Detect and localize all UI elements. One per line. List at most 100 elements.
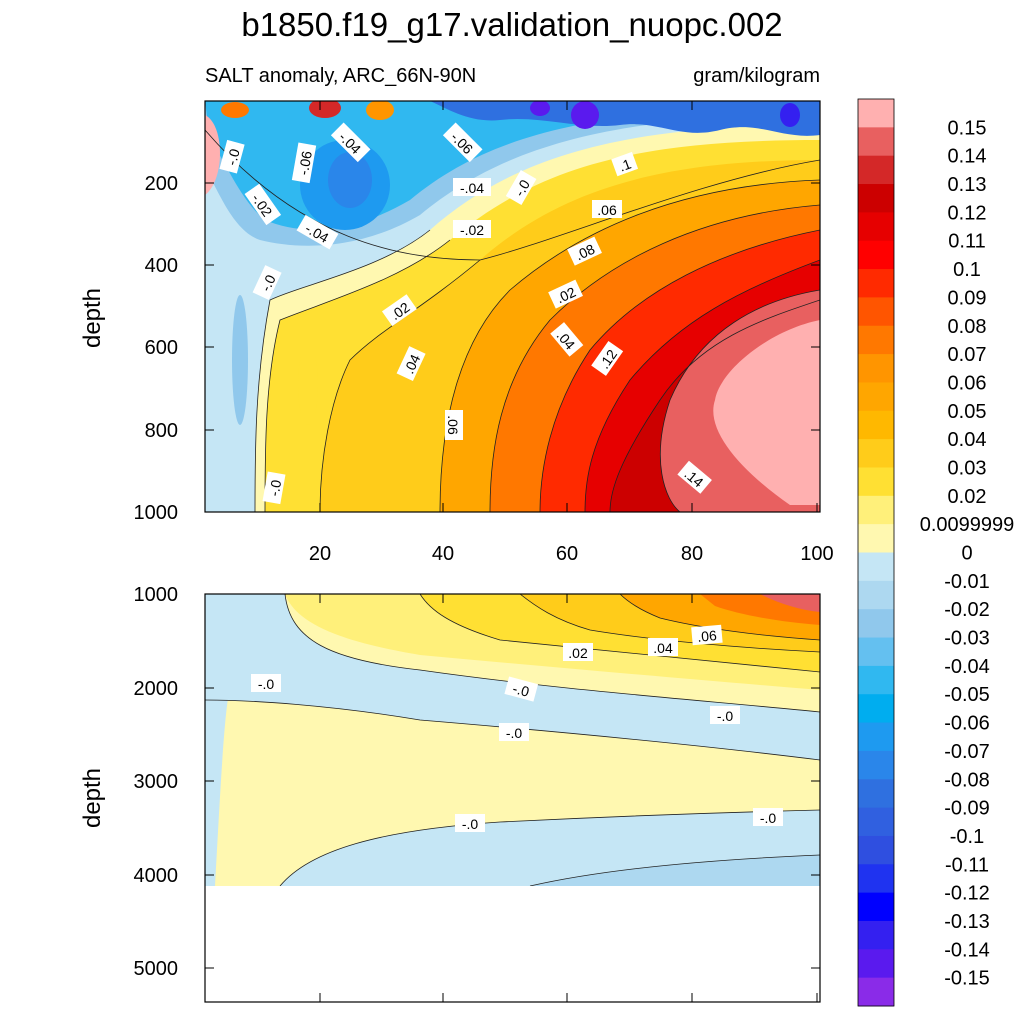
colorbar-label: 0.03 bbox=[948, 457, 987, 479]
contour-lower-6 bbox=[519, 594, 820, 653]
colorbar-label: -0.07 bbox=[944, 741, 990, 763]
contour-label: -.0 bbox=[710, 706, 740, 724]
colorbar-label: -0.08 bbox=[944, 769, 990, 791]
contour-label: .08 bbox=[567, 236, 602, 266]
upper-x-axis bbox=[319, 101, 818, 512]
svg-text:.06: .06 bbox=[445, 415, 461, 435]
colorbar-label: -0.05 bbox=[944, 684, 990, 706]
svg-text:.02: .02 bbox=[554, 284, 579, 307]
lower-contour-labels: .06 .04 .02 -.0 -.0 -.0 -.0 -.0 -.0 bbox=[251, 624, 783, 832]
contour-label: -.0 bbox=[499, 723, 529, 741]
contour-label: -.0 bbox=[505, 170, 537, 205]
contour-upper-2 bbox=[319, 259, 481, 512]
lower-y-label-5000: 5000 bbox=[134, 958, 179, 980]
svg-text:.1: .1 bbox=[617, 155, 634, 174]
colorbar-label: 0.12 bbox=[948, 202, 987, 224]
colorbar-swatch bbox=[858, 467, 894, 497]
contour-upper-7 bbox=[609, 299, 820, 512]
upper-surface-warm-1 bbox=[309, 101, 341, 118]
upper-left-wall-max bbox=[205, 115, 220, 195]
contour-lower-7 bbox=[619, 594, 820, 641]
upper-yellow-lens bbox=[298, 345, 318, 425]
contour-label: .04 bbox=[648, 638, 678, 656]
upper-blob-neg0.07 bbox=[328, 152, 372, 208]
contour-label: -.04 bbox=[453, 178, 491, 196]
colorbar: 0.15 0.14 0.13 0.12 0.11 0.1 0.09 0.08 0.07 0.06 0… bbox=[857, 98, 1015, 1007]
contour-lower-5 bbox=[419, 594, 820, 673]
colorbar-swatch bbox=[858, 864, 894, 894]
contour-label: -.0 bbox=[455, 814, 485, 832]
chart-subtitle-right: gram/kilogram bbox=[693, 65, 820, 87]
contour-lower-4 bbox=[529, 854, 820, 886]
svg-text:.02: .02 bbox=[568, 645, 588, 661]
contour-upper-8 bbox=[659, 289, 820, 512]
svg-text:-.04: -.04 bbox=[460, 180, 484, 196]
contour-label: .1 bbox=[611, 151, 639, 177]
upper-y-axis bbox=[205, 182, 820, 431]
upper-surface-violet-3 bbox=[780, 103, 800, 127]
colorbar-label: -0.04 bbox=[944, 656, 990, 678]
colorbar-swatch bbox=[858, 949, 894, 979]
contour-upper-4 bbox=[489, 204, 820, 512]
upper-y-label-400: 400 bbox=[145, 255, 178, 277]
colorbar-swatch bbox=[858, 495, 894, 525]
colorbar-label: 0.06 bbox=[948, 372, 987, 394]
lower-y-axis-title: depth bbox=[79, 768, 106, 828]
contour-upper-5 bbox=[539, 229, 820, 512]
contour-label: -.06 bbox=[291, 142, 317, 184]
upper-surface-violet-2 bbox=[530, 101, 550, 116]
contour-label: -.0 bbox=[262, 471, 286, 505]
chart-subtitle-left: SALT anomaly, ARC_66N-90N bbox=[205, 65, 476, 87]
lower-x-axis bbox=[319, 594, 818, 1002]
colorbar-swatch bbox=[858, 439, 894, 468]
svg-text:-.0: -.0 bbox=[717, 708, 734, 724]
colorbar-label: 0.14 bbox=[948, 146, 987, 168]
svg-text:-.0: -.0 bbox=[266, 478, 285, 497]
colorbar-swatch bbox=[858, 637, 894, 667]
lower-contour-lines bbox=[205, 594, 820, 886]
colorbar-swatch bbox=[858, 240, 894, 270]
colorbar-label: 0 bbox=[961, 543, 972, 565]
colorbar-swatch bbox=[858, 609, 894, 639]
lower-y-axis bbox=[205, 687, 820, 969]
svg-text:-.0: -.0 bbox=[257, 272, 278, 294]
colorbar-swatch bbox=[858, 722, 894, 752]
colorbar-swatch bbox=[858, 665, 894, 695]
colorbar-swatch bbox=[858, 410, 894, 440]
colorbar-label: 0.0099999 bbox=[920, 514, 1015, 536]
upper-surface-warm-3 bbox=[221, 102, 249, 118]
colorbar-swatch bbox=[858, 184, 894, 213]
colorbar-swatch bbox=[858, 920, 894, 950]
colorbar-label: -0.15 bbox=[944, 968, 990, 990]
contour-label: .04 bbox=[396, 346, 426, 381]
colorbar-swatch bbox=[858, 694, 894, 724]
upper-band-0.15 bbox=[713, 320, 820, 505]
colorbar-swatch bbox=[858, 892, 894, 922]
upper-x-label-100: 100 bbox=[800, 543, 833, 565]
contour-lower-1 bbox=[284, 594, 820, 713]
colorbar-swatch bbox=[858, 99, 894, 128]
colorbar-label: 0.13 bbox=[948, 174, 987, 196]
svg-text:.08: .08 bbox=[573, 241, 598, 264]
colorbar-label: 0.07 bbox=[948, 344, 987, 366]
upper-y-label-800: 800 bbox=[145, 420, 178, 442]
colorbar-swatch bbox=[858, 750, 894, 780]
lower-contour-fill bbox=[205, 594, 820, 886]
upper-surface-warm-2 bbox=[366, 101, 394, 120]
svg-text:-.0: -.0 bbox=[258, 676, 275, 692]
colorbar-swatch bbox=[858, 524, 894, 553]
svg-text:.04: .04 bbox=[401, 352, 424, 377]
lower-y-label-4000: 4000 bbox=[134, 865, 179, 887]
colorbar-label: 0.05 bbox=[948, 401, 987, 423]
contour-label: .06 bbox=[691, 624, 723, 646]
contour-label: .02 bbox=[548, 279, 583, 309]
upper-x-label-60: 60 bbox=[556, 543, 578, 565]
colorbar-label: -0.1 bbox=[950, 826, 984, 848]
contour-label: -.0 bbox=[504, 676, 539, 702]
colorbar-swatch bbox=[858, 269, 894, 298]
upper-blue-lens bbox=[232, 295, 248, 425]
contour-upper-9 bbox=[264, 239, 451, 512]
svg-text:.04: .04 bbox=[653, 640, 673, 656]
contour-label: -.0 bbox=[219, 139, 245, 174]
